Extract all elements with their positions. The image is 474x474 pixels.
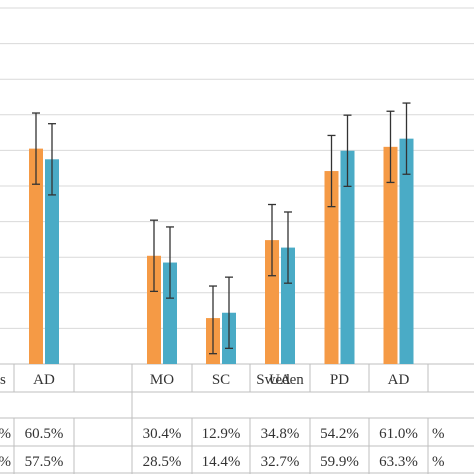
bar [324,171,339,364]
table-cell: 28.5% [143,454,182,470]
table-cell: 32.7% [261,454,300,470]
error-bars [32,102,411,355]
table-cell: 30.4% [143,426,182,442]
table-cell: 14.4% [202,454,241,470]
table-cell: % [0,454,11,470]
bar [399,138,414,364]
tick-label: UA [269,372,291,388]
bar [281,247,295,364]
table-cell: % [432,454,445,470]
table-cell: 57.5% [25,454,64,470]
table-cell: 60.5% [25,426,64,442]
group-label: Sweden [256,372,304,388]
table-cell: 63.3% [379,454,418,470]
bars [29,138,414,364]
table-cell: 61.0% [379,426,418,442]
table-cell: 59.9% [320,454,359,470]
bar [45,159,59,364]
bar [383,146,398,364]
gridlines [0,7,474,365]
tick-label: AD [33,372,55,388]
bar [147,255,161,364]
table-cell: 54.2% [320,426,359,442]
group-label: s [0,372,6,388]
table-cell: 12.9% [202,426,241,442]
bar [340,150,355,364]
tick-label: MO [150,372,174,388]
data-table: AD MO SC UA PD AD s Sweden% 60.5% 30.4% 12.9% 34.8%… [0,364,474,474]
table-cell: % [432,426,445,442]
tick-label: SC [212,372,230,388]
tick-label: PD [330,372,349,388]
bar [265,240,279,364]
tick-label: AD [388,372,410,388]
bar [163,262,177,364]
table-cell: 34.8% [261,426,300,442]
bar [29,148,43,364]
table-cell: % [0,426,11,442]
